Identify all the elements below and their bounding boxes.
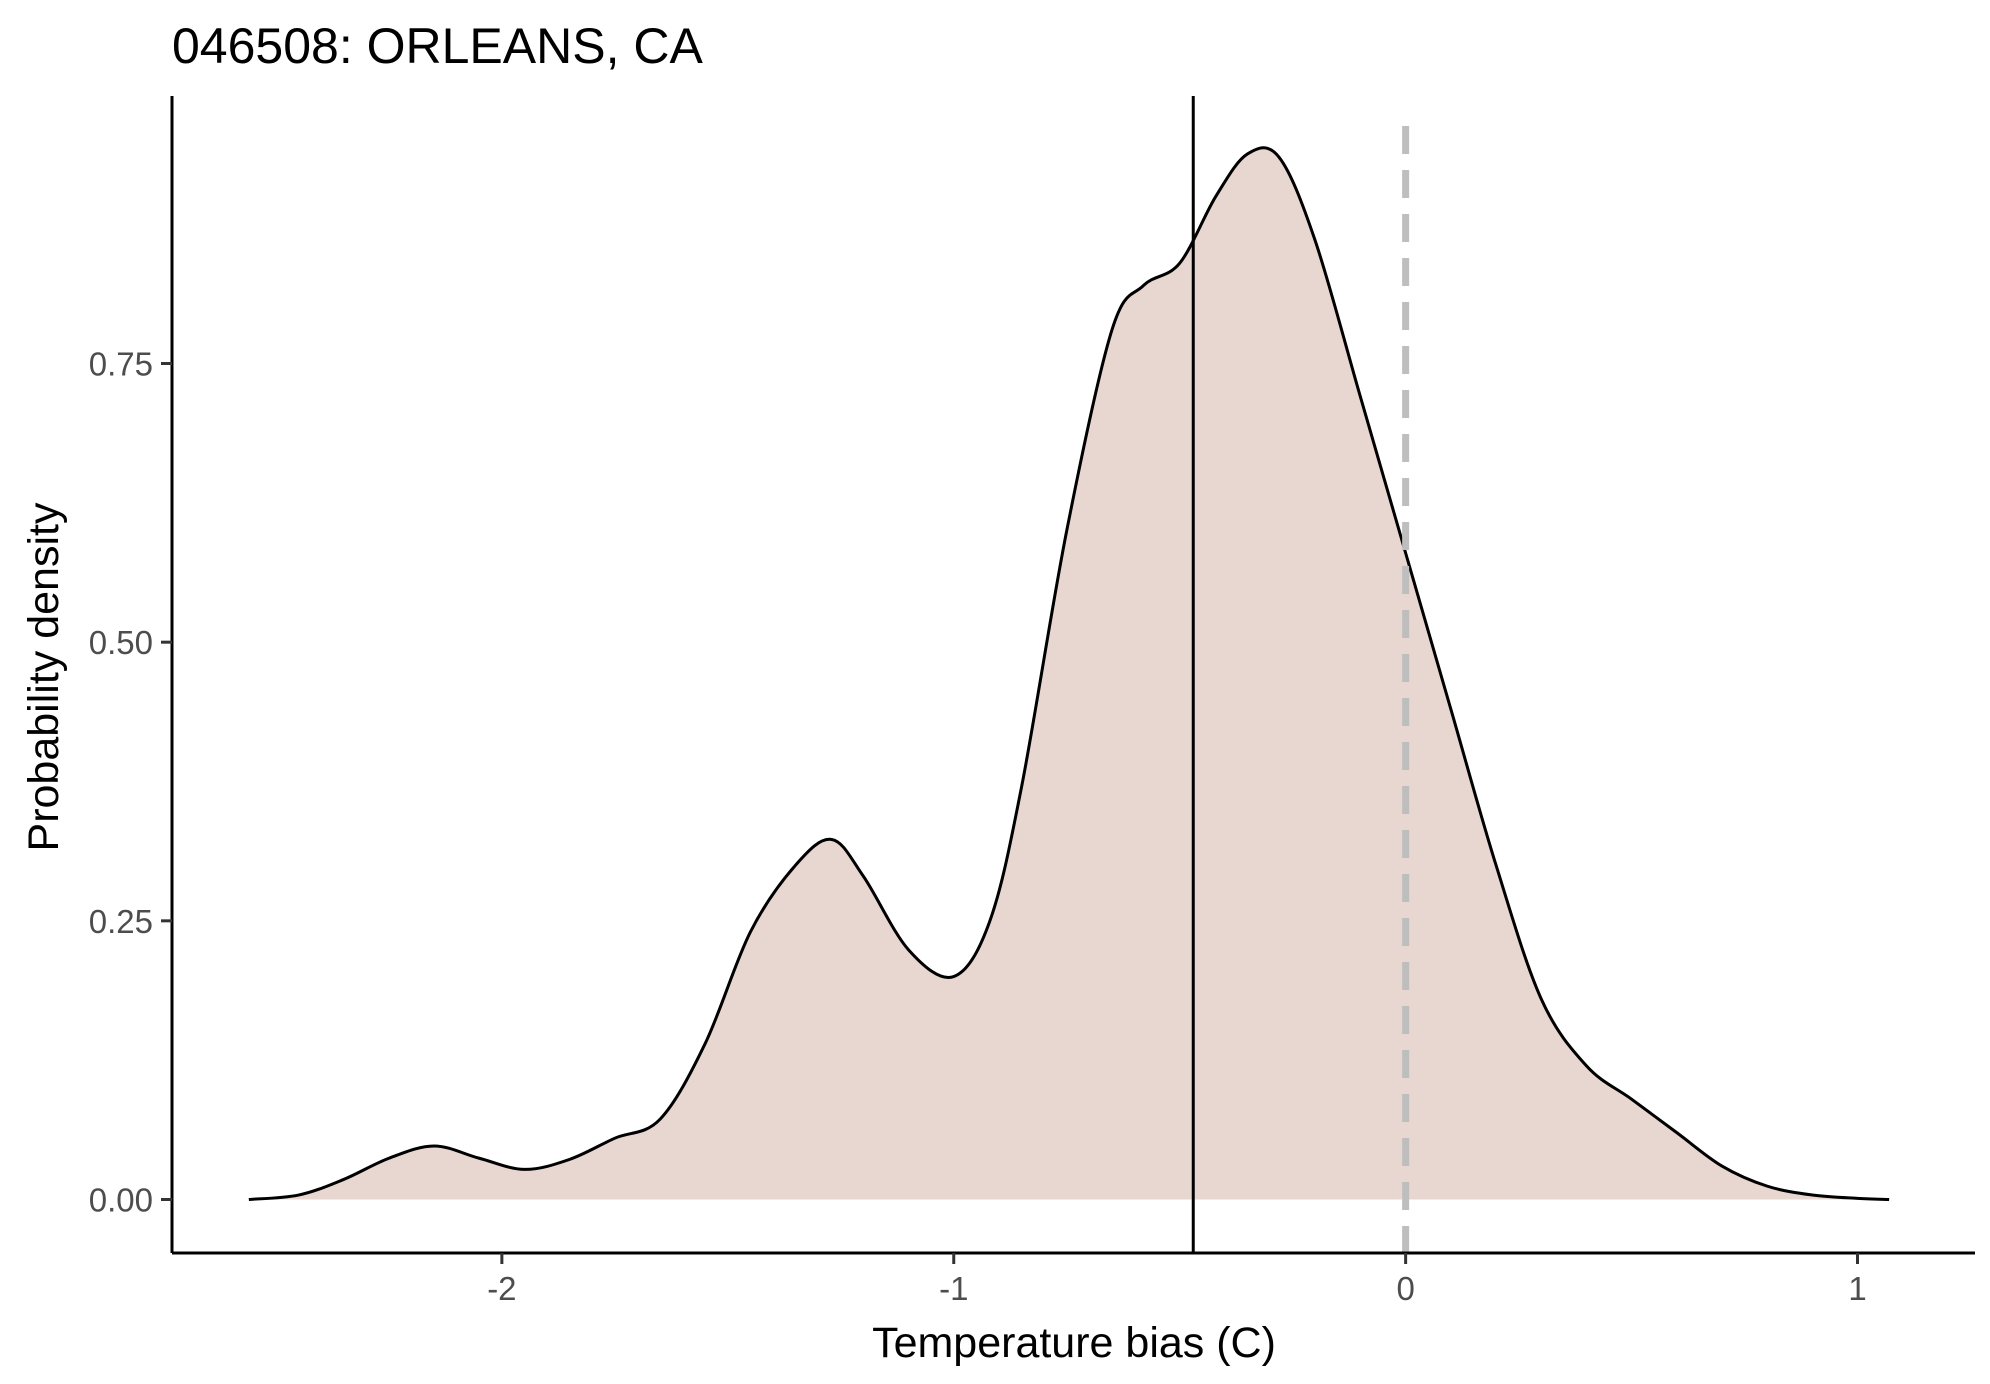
y-tick-label: 0.75	[89, 346, 153, 383]
x-tick-label: 1	[1848, 1270, 1866, 1307]
axes: -2 -1 0 1 0.00 0.25 0.50 0.75	[89, 96, 1975, 1307]
plot-area	[248, 96, 1890, 1253]
chart-title: 046508: ORLEANS, CA	[172, 18, 703, 74]
y-tick-label: 0.25	[89, 903, 153, 940]
x-axis-title: Temperature bias (C)	[872, 1319, 1276, 1367]
y-tick-label: 0.50	[89, 624, 153, 661]
y-axis-title: Probability density	[20, 502, 68, 851]
x-tick-label: -2	[487, 1270, 516, 1307]
y-tick-label: 0.00	[89, 1181, 153, 1218]
x-tick-label: -1	[939, 1270, 968, 1307]
x-tick-label: 0	[1396, 1270, 1414, 1307]
density-area-0	[248, 147, 1890, 1200]
density-line-0	[248, 146, 1890, 1201]
